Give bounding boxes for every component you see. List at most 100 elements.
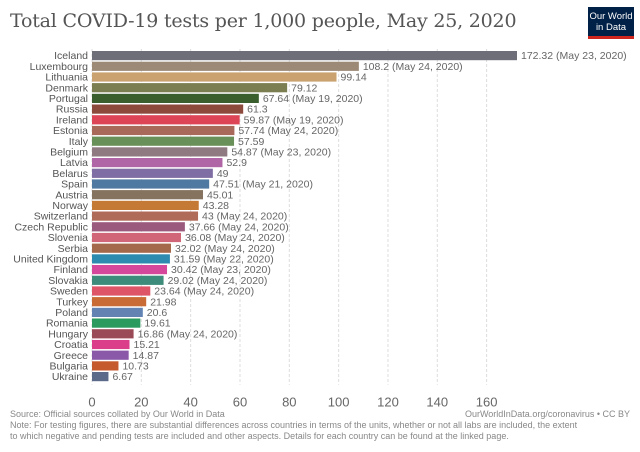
value-label: 23.64 (May 24, 2020) xyxy=(154,286,254,298)
bar[interactable] xyxy=(92,61,359,71)
x-tick-label: 60 xyxy=(233,395,247,410)
category-label: Denmark xyxy=(45,82,88,94)
value-label: 45.01 xyxy=(207,189,233,201)
value-label: 31.59 (May 22, 2020) xyxy=(174,254,274,266)
bar[interactable] xyxy=(92,168,213,178)
category-label: Serbia xyxy=(58,243,89,255)
bar[interactable] xyxy=(92,51,517,61)
value-label: 16.86 (May 24, 2020) xyxy=(138,328,238,340)
bar[interactable] xyxy=(92,147,228,157)
x-tick-label: 120 xyxy=(377,395,399,410)
x-tick-label: 20 xyxy=(134,395,148,410)
bar[interactable] xyxy=(92,93,259,103)
category-label: Austria xyxy=(55,189,88,201)
bar[interactable] xyxy=(92,83,288,93)
value-label: 29.02 (May 24, 2020) xyxy=(168,275,268,287)
x-tick-label: 40 xyxy=(183,395,197,410)
x-tick-label: 100 xyxy=(328,395,350,410)
category-label: Ireland xyxy=(56,114,88,126)
bar[interactable] xyxy=(92,318,141,328)
bar[interactable] xyxy=(92,115,240,125)
bar[interactable] xyxy=(92,361,119,371)
category-label: Latvia xyxy=(60,157,88,169)
value-label: 19.61 xyxy=(144,318,170,330)
bar[interactable] xyxy=(92,158,223,168)
bar[interactable] xyxy=(92,104,244,114)
bar[interactable] xyxy=(92,339,130,350)
value-label: 57.74 (May 24, 2020) xyxy=(238,125,338,137)
value-label: 10.73 xyxy=(122,361,148,373)
chart-title: Total COVID-19 tests per 1,000 people, M… xyxy=(10,10,517,32)
category-label: Greece xyxy=(54,350,89,362)
value-label: 57.59 xyxy=(238,136,264,148)
category-label: Finland xyxy=(54,264,89,276)
value-label: 47.51 (May 21, 2020) xyxy=(213,179,313,191)
value-label: 14.87 xyxy=(133,350,159,362)
category-label: Lithuania xyxy=(45,72,88,84)
bar[interactable] xyxy=(92,211,199,221)
category-label: Bulgaria xyxy=(49,361,88,373)
bar[interactable] xyxy=(92,243,171,253)
value-label: 108.2 (May 24, 2020) xyxy=(363,61,463,73)
value-label: 79.12 xyxy=(291,82,317,94)
bar[interactable] xyxy=(92,72,337,82)
category-label: Portugal xyxy=(49,93,88,105)
bar[interactable] xyxy=(92,297,147,307)
bar[interactable] xyxy=(92,307,143,317)
value-label: 37.66 (May 24, 2020) xyxy=(189,221,289,233)
category-label: Sweden xyxy=(50,286,88,298)
bar[interactable] xyxy=(92,254,170,264)
category-label: Belarus xyxy=(52,168,88,180)
value-label: 20.6 xyxy=(147,307,168,319)
category-label: Ukraine xyxy=(52,371,88,383)
bar[interactable] xyxy=(92,190,204,200)
credit-link[interactable]: OurWorldInData.org/coronavirus • CC BY xyxy=(464,409,630,419)
value-label: 6.67 xyxy=(112,371,133,383)
category-label: Poland xyxy=(55,307,88,319)
value-label: 36.08 (May 24, 2020) xyxy=(185,232,285,244)
bar[interactable] xyxy=(92,265,168,275)
category-label: Russia xyxy=(56,104,88,116)
value-label: 32.02 (May 24, 2020) xyxy=(175,243,275,255)
logo-line-2: in Data xyxy=(595,22,627,33)
bar[interactable] xyxy=(92,286,151,296)
bar[interactable] xyxy=(92,125,235,136)
value-label: 99.14 xyxy=(341,72,367,84)
value-label: 43.28 xyxy=(203,200,229,212)
category-label: Switzerland xyxy=(34,211,88,223)
source-note: Source: Official sources collated by Our… xyxy=(10,409,225,419)
value-label: 52.9 xyxy=(226,157,247,169)
category-label: Romania xyxy=(46,318,88,330)
bar[interactable] xyxy=(92,372,109,382)
bar[interactable] xyxy=(92,329,134,339)
x-tick-label: 140 xyxy=(426,395,448,410)
value-label: 15.21 xyxy=(134,339,160,351)
bar[interactable] xyxy=(92,232,181,243)
x-tick-label: 0 xyxy=(88,395,95,410)
owid-logo[interactable]: Our World in Data xyxy=(588,7,634,39)
value-label: 172.32 (May 23, 2020) xyxy=(521,50,627,62)
value-label: 54.87 (May 23, 2020) xyxy=(231,147,331,159)
note-line-1: Note: For testing figures, there are sub… xyxy=(10,420,578,430)
bar[interactable] xyxy=(92,179,210,189)
category-label: Luxembourg xyxy=(30,61,89,73)
bar[interactable] xyxy=(92,200,199,210)
value-label: 30.42 (May 23, 2020) xyxy=(171,264,271,276)
category-label: Iceland xyxy=(54,50,88,62)
category-label: Czech Republic xyxy=(14,221,88,233)
x-tick-label: 160 xyxy=(476,395,498,410)
category-label: Turkey xyxy=(56,296,88,308)
bar[interactable] xyxy=(92,136,235,146)
category-label: Croatia xyxy=(54,339,88,351)
bar[interactable] xyxy=(92,350,129,360)
category-label: Slovakia xyxy=(48,275,88,287)
bar[interactable] xyxy=(92,222,185,232)
note-line-2: to which negative and pending tests are … xyxy=(10,431,509,441)
bar[interactable] xyxy=(92,275,164,285)
category-label: Italy xyxy=(69,136,89,148)
value-label: 43 (May 24, 2020) xyxy=(202,211,287,223)
category-label: Hungary xyxy=(48,328,88,340)
category-label: Estonia xyxy=(53,125,88,137)
category-label: United Kingdom xyxy=(13,254,88,266)
